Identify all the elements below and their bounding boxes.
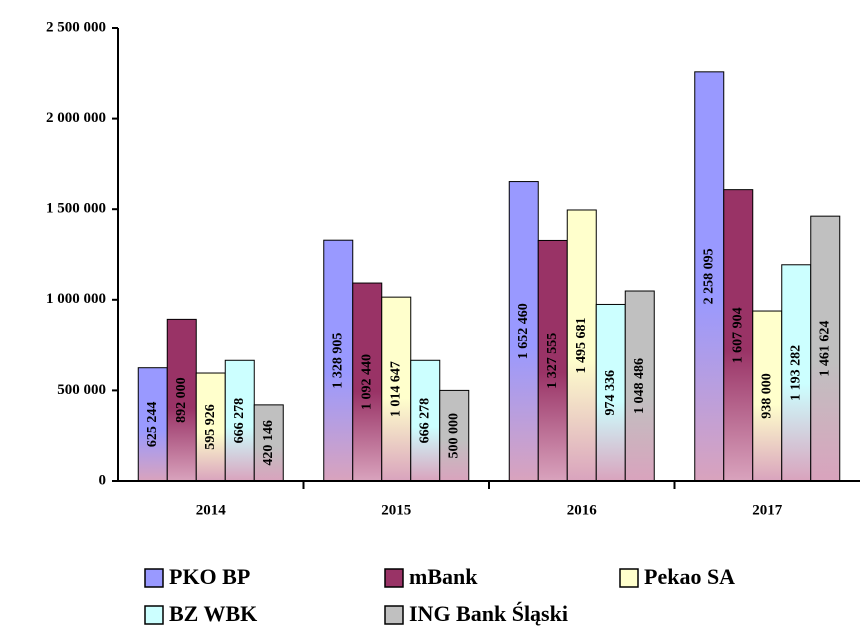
- bar: [624, 290, 655, 482]
- bar: [253, 404, 284, 482]
- value-label: 1 328 905: [330, 333, 345, 389]
- y-tick-label: 1 000 000: [46, 291, 106, 307]
- legend-label: mBank: [409, 564, 478, 589]
- y-tick-label: 2 000 000: [46, 110, 106, 126]
- value-label: 666 278: [232, 398, 247, 444]
- x-tick-label: 2015: [381, 502, 411, 518]
- bar: [566, 209, 597, 482]
- bar: [439, 389, 470, 482]
- bar: [694, 71, 725, 482]
- value-label: 1 048 486: [632, 358, 647, 414]
- y-tick-label: 500 000: [57, 382, 106, 398]
- value-label: 1 652 460: [516, 303, 531, 359]
- legend-swatch: [384, 568, 404, 588]
- legend-label: Pekao SA: [644, 564, 735, 589]
- y-tick-label: 0: [99, 472, 107, 488]
- bar: [323, 239, 354, 482]
- value-label: 420 146: [261, 420, 276, 466]
- value-label: 625 244: [145, 402, 160, 448]
- value-label: 1 461 624: [817, 321, 832, 377]
- bar: [723, 189, 754, 482]
- y-tick-label: 1 500 000: [46, 201, 106, 217]
- x-tick-label: 2016: [567, 502, 598, 518]
- value-label: 1 495 681: [574, 317, 589, 373]
- value-label: 500 000: [446, 413, 461, 459]
- legend-swatch: [384, 605, 404, 625]
- value-label: 2 258 095: [701, 248, 716, 304]
- y-tick-label: 2 500 000: [46, 19, 106, 35]
- value-label: 938 000: [759, 373, 774, 419]
- bar: [352, 282, 383, 482]
- legend-swatch: [144, 568, 164, 588]
- legend-swatch: [619, 568, 639, 588]
- legend-label: ING Bank Śląski: [409, 601, 568, 626]
- x-tick-label: 2017: [752, 502, 783, 518]
- value-label: 1 014 647: [388, 361, 403, 417]
- value-label: 1 193 282: [788, 345, 803, 401]
- bar: [224, 359, 255, 482]
- value-label: 1 327 555: [545, 333, 560, 389]
- x-tick-label: 2014: [196, 502, 227, 518]
- value-label: 892 000: [174, 377, 189, 423]
- bar: [381, 296, 412, 482]
- value-label: 1 092 440: [359, 354, 374, 410]
- bar: [810, 215, 841, 482]
- bar: [752, 310, 783, 482]
- bar: [781, 264, 812, 482]
- legend-label: BZ WBK: [169, 601, 257, 626]
- value-label: 666 278: [417, 398, 432, 444]
- bar: [595, 303, 626, 482]
- legend-swatch: [144, 605, 164, 625]
- bar: [537, 239, 568, 482]
- value-label: 1 607 904: [730, 307, 745, 363]
- value-label: 974 336: [603, 370, 618, 416]
- bar: [508, 181, 539, 482]
- legend-label: PKO BP: [169, 564, 250, 589]
- value-label: 595 926: [203, 404, 218, 450]
